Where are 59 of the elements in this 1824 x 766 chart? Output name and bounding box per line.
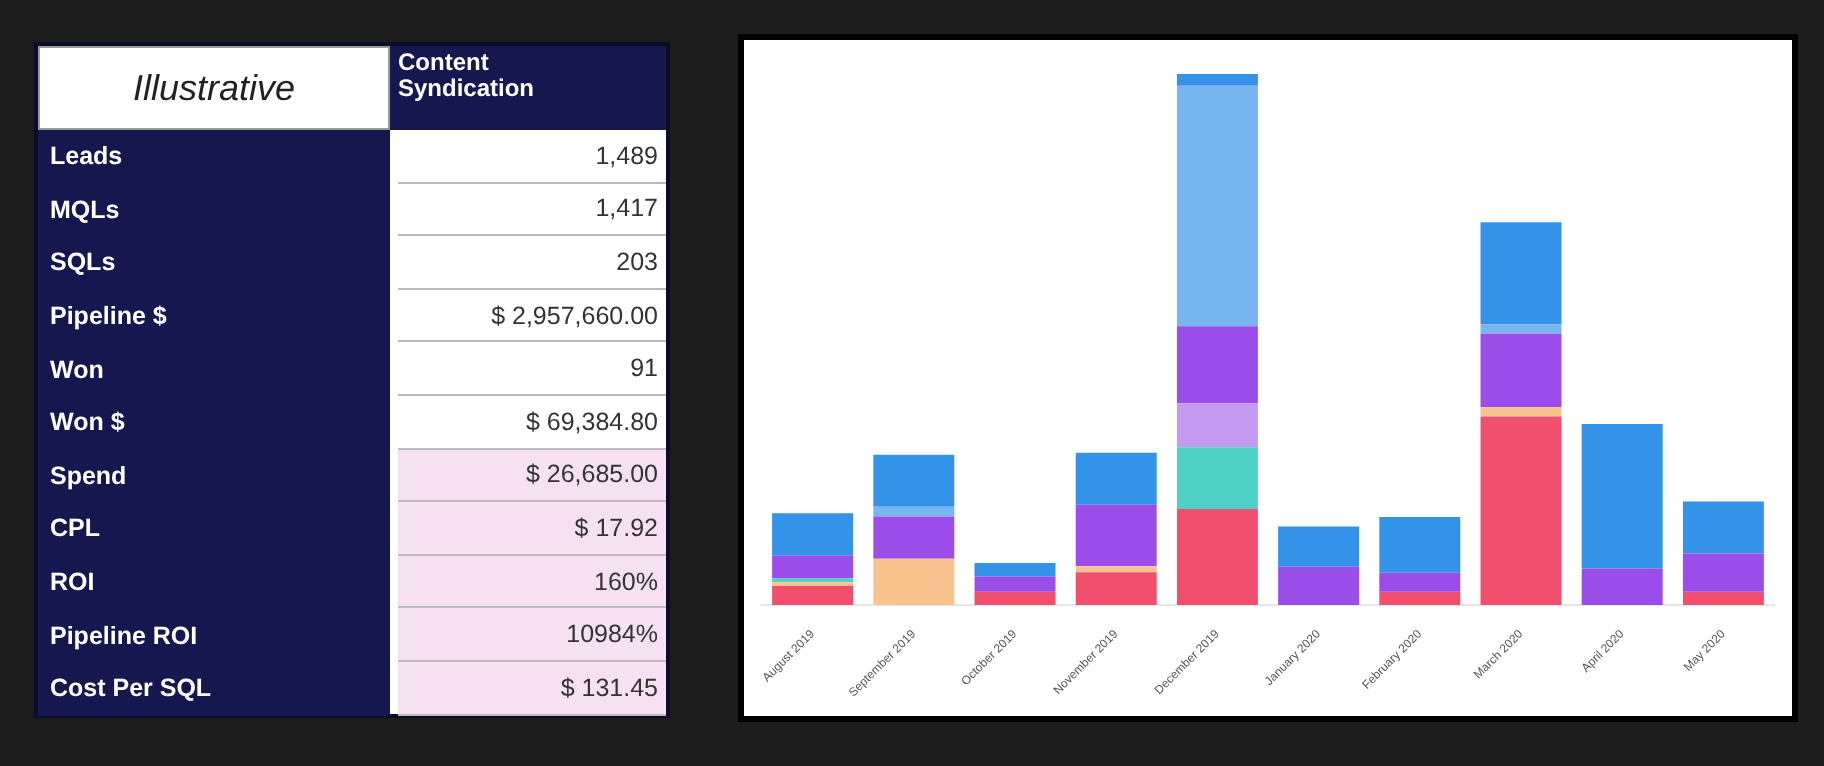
category-label: Won $: [38, 395, 390, 450]
bar: [873, 506, 955, 517]
bar: [772, 555, 854, 579]
bar: [1379, 572, 1461, 592]
bar: [1075, 566, 1157, 573]
bar: [1682, 591, 1764, 606]
bar: [1480, 333, 1562, 407]
bar: [1379, 516, 1461, 573]
text: $ 26,685.00: [525, 460, 658, 489]
category-label: Won: [38, 342, 390, 396]
bar: [974, 591, 1056, 606]
bar: [1682, 553, 1764, 592]
bar: [772, 513, 854, 556]
bar: [1176, 447, 1258, 509]
bar: [1075, 572, 1157, 606]
bar: [1075, 452, 1157, 505]
category-label: Pipeline ROI: [38, 608, 390, 662]
bar: [1480, 416, 1562, 606]
bar: [1176, 85, 1258, 327]
category-label: Pipeline $: [38, 289, 390, 343]
text: 203: [616, 247, 658, 276]
bar: [873, 454, 955, 507]
text: 91: [630, 354, 658, 383]
bar: [1176, 508, 1258, 606]
text: $ 17.92: [574, 513, 658, 542]
category-label: CPL: [38, 502, 390, 556]
text: $ 2,957,660.00: [491, 301, 658, 330]
text: Content Syndication: [390, 46, 666, 130]
bar: [1278, 526, 1360, 567]
text: $ 131.45: [560, 673, 658, 702]
bar: [1480, 406, 1562, 417]
text: $ 69,384.80: [525, 407, 658, 436]
bar: [1379, 591, 1461, 606]
category-label: MQLs: [38, 183, 390, 237]
bar: [1075, 504, 1157, 567]
text: Illustrative: [38, 46, 390, 130]
bar: [1480, 324, 1562, 334]
text: 160%: [594, 567, 658, 596]
bar: [1176, 403, 1258, 448]
bar: [772, 585, 854, 606]
bar: [974, 563, 1056, 577]
category-label: Cost Per SQL: [38, 661, 390, 716]
bar: [1682, 501, 1764, 554]
bar: [1278, 566, 1360, 606]
text: 10984%: [566, 620, 658, 649]
bar: [873, 516, 955, 559]
text: 1,417: [595, 194, 658, 223]
category-label: Leads: [38, 130, 390, 184]
bar: [1581, 423, 1663, 569]
bar: [1176, 326, 1258, 404]
bar: [1176, 74, 1258, 86]
bar: [1480, 222, 1562, 325]
bar: [974, 576, 1056, 592]
category-label: ROI: [38, 555, 390, 609]
bar: [1581, 568, 1663, 606]
category-label: Spend: [38, 449, 390, 503]
text: 1,489: [595, 141, 658, 170]
bar: [873, 558, 955, 606]
category-label: SQLs: [38, 236, 390, 290]
